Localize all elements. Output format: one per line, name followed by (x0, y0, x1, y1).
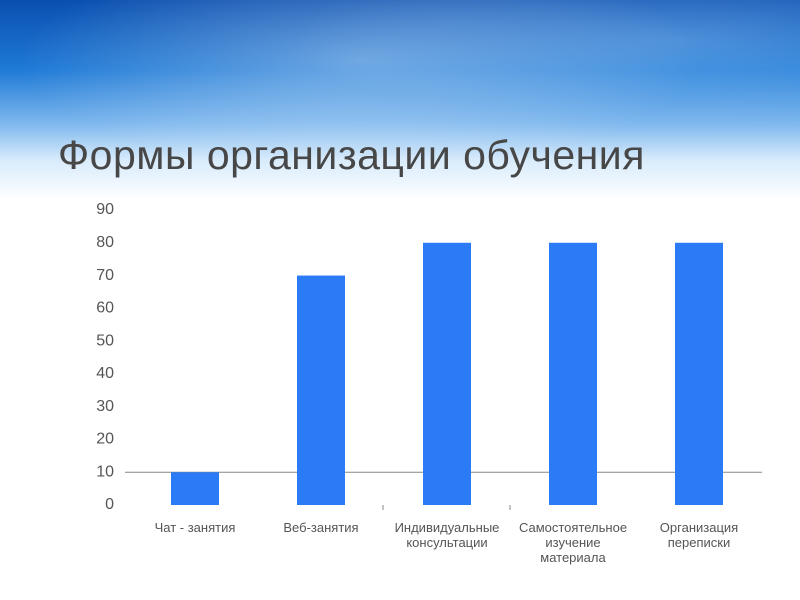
x-tick-label: Индивидуальные консультации (394, 520, 500, 550)
y-tick-label: 20 (96, 431, 114, 448)
y-tick-label: 40 (96, 365, 114, 382)
x-tick-label: Самостоятельное изучение материала (518, 520, 628, 565)
y-tick-label: 80 (96, 234, 114, 251)
y-tick-label: 30 (96, 398, 114, 415)
bar (297, 275, 345, 505)
y-tick-label: 10 (96, 463, 114, 480)
bar (549, 242, 597, 505)
y-tick-label: 90 (96, 201, 114, 218)
header-glow (0, 0, 800, 200)
x-tick-label: Веб-занятия (283, 520, 359, 535)
bar (171, 472, 219, 505)
y-tick-label: 70 (96, 267, 114, 284)
header-background (0, 0, 800, 200)
bar (675, 242, 723, 505)
slide-title: Формы организации обучения (58, 132, 645, 178)
bar (423, 242, 471, 505)
x-tick-label: Организация переписки (659, 520, 739, 550)
y-tick-label: 50 (96, 332, 114, 349)
y-tick-label: 0 (105, 496, 114, 513)
x-tick-label: Чат - занятия (154, 520, 236, 535)
y-tick-label: 60 (96, 300, 114, 317)
